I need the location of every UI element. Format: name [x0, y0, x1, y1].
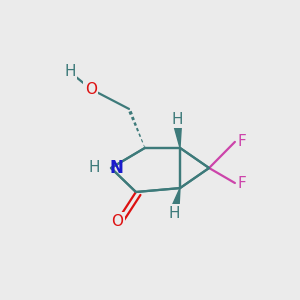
Text: H: H	[89, 160, 100, 175]
Text: O: O	[85, 82, 97, 97]
Text: H: H	[64, 64, 76, 80]
Text: F: F	[238, 134, 247, 149]
Polygon shape	[172, 118, 182, 148]
Text: O: O	[111, 214, 123, 229]
Text: N: N	[110, 159, 123, 177]
Polygon shape	[169, 188, 180, 214]
Text: H: H	[168, 206, 180, 220]
Text: H: H	[171, 112, 183, 127]
Text: F: F	[238, 176, 247, 190]
